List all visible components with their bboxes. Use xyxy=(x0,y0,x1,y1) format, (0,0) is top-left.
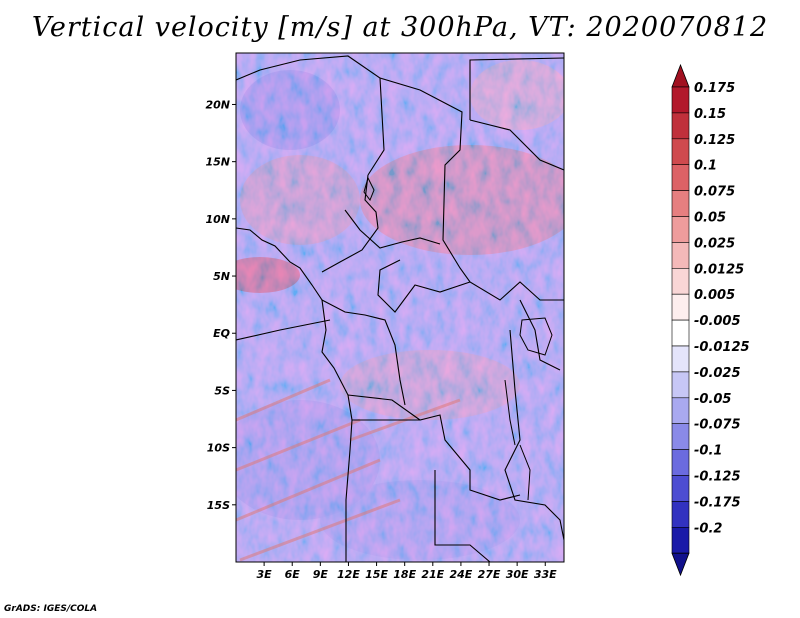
colorbar-swatch xyxy=(671,449,690,476)
colorbar-label: -0.05 xyxy=(694,392,731,407)
colorbar-swatch xyxy=(671,526,690,554)
colorbar-label: 0.125 xyxy=(694,133,735,148)
colorbar-label: -0.005 xyxy=(694,314,741,329)
colorbar-label: 0.05 xyxy=(694,211,726,226)
map-frame xyxy=(235,52,565,563)
colorbar-swatch xyxy=(671,319,690,347)
colorbar-label: 0.1 xyxy=(694,159,717,174)
colorbar-swatch xyxy=(671,397,690,424)
colorbar-label: 0.075 xyxy=(694,185,735,200)
colorbar-swatch xyxy=(671,86,690,114)
colorbar-swatch xyxy=(671,242,690,269)
colorbar-label: 0.15 xyxy=(694,107,726,122)
colorbar-label: -0.1 xyxy=(694,444,722,459)
colorbar-label: -0.025 xyxy=(694,366,741,381)
colorbar-label: 0.005 xyxy=(694,288,735,303)
longitude-axis: 3E 6E 9E 12E 15E 18E 21E 24E 27E 30E 33E xyxy=(257,562,557,581)
colorbar-label: 0.0125 xyxy=(694,262,744,277)
lon-tick-label: 30E xyxy=(506,568,529,581)
colorbar-swatch xyxy=(671,371,690,399)
colorbar-swatch xyxy=(671,216,690,243)
lon-tick-label: 6E xyxy=(285,568,301,581)
colorbar-label: 0.175 xyxy=(694,81,735,96)
colorbar-top-arrow xyxy=(671,63,690,88)
lon-tick-label: 27E xyxy=(478,568,501,581)
lat-tick-label: 15N xyxy=(205,156,230,169)
lat-tick-label: EQ xyxy=(213,327,230,340)
lat-tick-label: 10N xyxy=(205,213,230,226)
colorbar-swatch xyxy=(671,112,690,140)
lon-tick-label: 15E xyxy=(365,568,388,581)
latitude-axis: 20N 15N 10N 5N EQ 5S 10S 15S xyxy=(205,98,236,512)
lon-tick-label: 24E xyxy=(450,568,473,581)
colorbar-swatch xyxy=(671,267,690,295)
lon-tick-label: 18E xyxy=(393,568,416,581)
colorbar-bottom-arrow xyxy=(671,552,690,577)
lat-tick-label: 15S xyxy=(207,499,230,512)
colorbar-swatch xyxy=(671,475,690,502)
colorbar-label: -0.0125 xyxy=(694,340,750,355)
colorbar-swatch xyxy=(671,190,690,217)
colorbar-swatch xyxy=(671,293,690,321)
lon-tick-label: 33E xyxy=(534,568,557,581)
colorbar-label: -0.075 xyxy=(694,418,741,433)
colorbar-swatch xyxy=(671,138,690,166)
lon-tick-label: 9E xyxy=(313,568,329,581)
map-title: Vertical velocity [m/s] at 300hPa, VT: 2… xyxy=(31,12,769,43)
colorbar: 0.175 0.15 0.125 0.1 0.075 0.05 0.025 0.0125 0.0… xyxy=(671,63,750,577)
credit-text: GrADS: IGES/COLA xyxy=(4,604,98,614)
lat-tick-label: 10S xyxy=(207,442,230,455)
colorbar-swatch xyxy=(671,164,690,191)
lon-tick-label: 12E xyxy=(337,568,360,581)
colorbar-swatch xyxy=(671,423,690,450)
colorbar-swatch xyxy=(671,501,690,528)
colorbar-label: -0.175 xyxy=(694,495,741,510)
colorbar-swatch xyxy=(671,345,690,373)
lat-tick-label: 5N xyxy=(213,270,230,283)
lat-tick-label: 5S xyxy=(214,384,230,397)
colorbar-label: 0.025 xyxy=(694,236,735,251)
colorbar-label: -0.2 xyxy=(694,521,722,536)
lat-tick-label: 20N xyxy=(205,98,230,111)
vertical-velocity-field xyxy=(236,53,564,562)
lon-tick-label: 21E xyxy=(421,568,444,581)
colorbar-label: -0.125 xyxy=(694,470,741,485)
lon-tick-label: 3E xyxy=(257,568,273,581)
